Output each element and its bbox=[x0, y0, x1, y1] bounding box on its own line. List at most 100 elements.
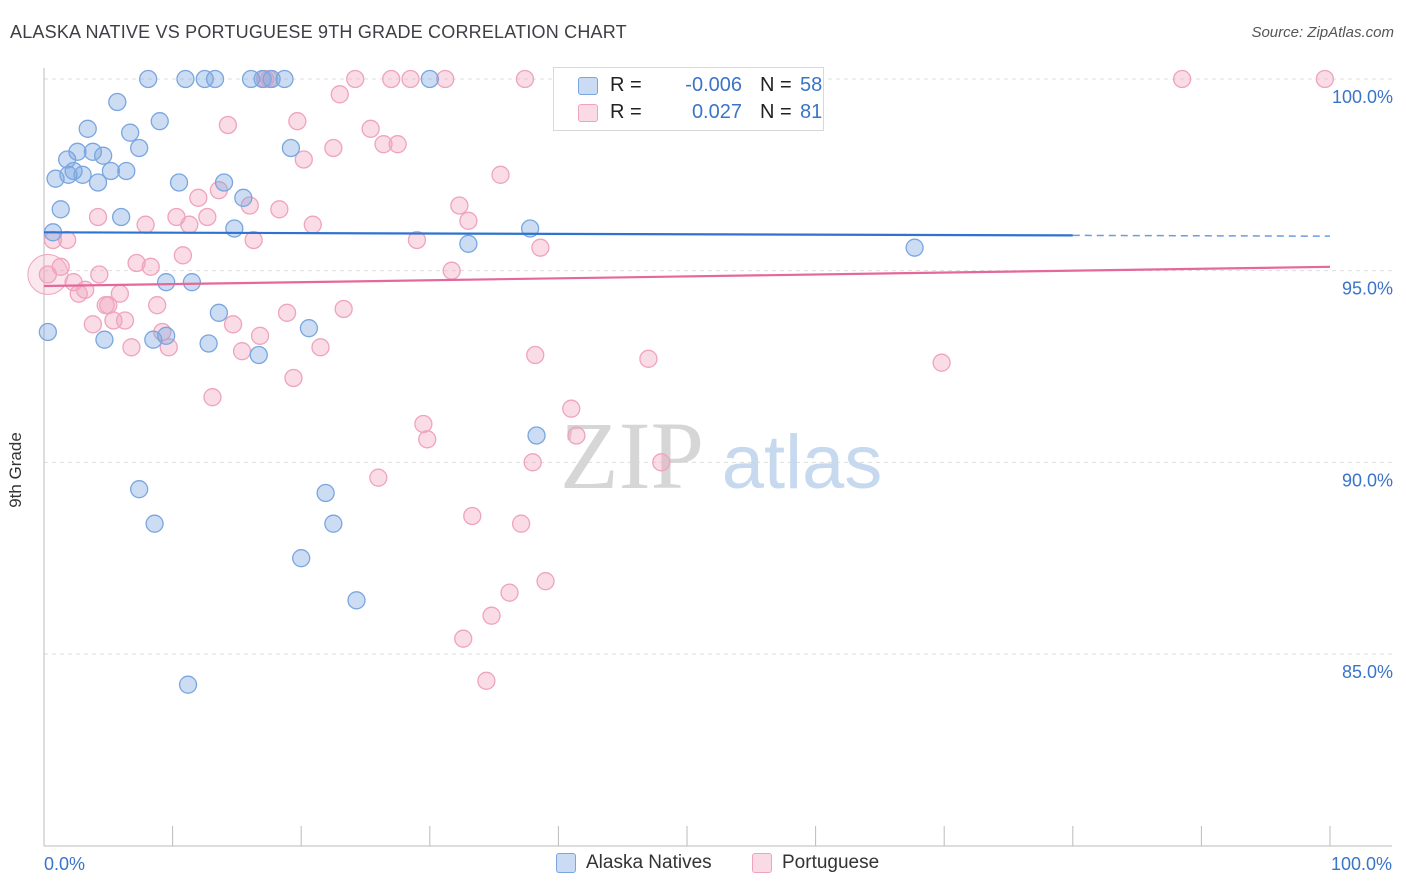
alaska-point bbox=[195, 69, 214, 89]
alaska-point bbox=[51, 200, 70, 219]
portuguese-point bbox=[232, 342, 252, 361]
r-value-portuguese: 0.027 bbox=[691, 101, 742, 123]
alaska-point bbox=[112, 207, 131, 227]
y-tick-label: 95.0% bbox=[1342, 279, 1393, 299]
portuguese-point bbox=[536, 572, 555, 591]
portuguese-point bbox=[407, 230, 427, 250]
portuguese-point bbox=[83, 315, 103, 334]
portuguese-point bbox=[51, 257, 70, 276]
alaska-point bbox=[316, 483, 335, 503]
portuguese-point bbox=[218, 115, 238, 135]
portuguese-point bbox=[454, 629, 473, 648]
portuguese-point bbox=[127, 253, 146, 273]
portuguese-point bbox=[652, 453, 671, 472]
portuguese-point bbox=[442, 261, 461, 280]
alaska-point bbox=[249, 345, 268, 365]
x-tick-label-max: 100.0% bbox=[1331, 854, 1392, 874]
portuguese-point bbox=[203, 388, 222, 407]
portuguese-point bbox=[148, 296, 167, 315]
n-value-portuguese: 81 bbox=[800, 101, 823, 123]
alaska-point bbox=[205, 69, 225, 89]
portuguese-point bbox=[288, 112, 307, 131]
portuguese-point bbox=[223, 315, 243, 334]
portuguese-trend-line bbox=[43, 265, 1331, 288]
portuguese-point bbox=[463, 506, 482, 526]
portuguese-point bbox=[369, 468, 388, 487]
alaska-point bbox=[234, 188, 253, 207]
alaska-point bbox=[38, 322, 58, 342]
portuguese-point bbox=[324, 138, 343, 158]
portuguese-point bbox=[76, 280, 95, 299]
alaska-point bbox=[292, 549, 311, 568]
y-tick-labels: 85.0% 90.0% 95.0% 100.0% bbox=[1332, 87, 1393, 682]
alaska-point bbox=[88, 173, 108, 192]
portuguese-legend-swatch bbox=[752, 853, 772, 873]
portuguese-point bbox=[523, 453, 542, 472]
portuguese-point bbox=[477, 671, 496, 690]
alaska-point bbox=[130, 138, 149, 158]
n-label: N = bbox=[760, 74, 792, 96]
alaska-point bbox=[225, 219, 244, 238]
alaska-point bbox=[73, 165, 92, 184]
portuguese-point bbox=[401, 69, 420, 89]
alaska-point bbox=[275, 69, 294, 89]
portuguese-point bbox=[459, 211, 478, 230]
alaska-swatch bbox=[578, 77, 598, 95]
portuguese-point bbox=[382, 69, 401, 89]
portuguese-point bbox=[932, 353, 951, 372]
portuguese-point bbox=[136, 215, 155, 234]
portuguese-point bbox=[311, 338, 330, 357]
alaska-point bbox=[78, 119, 97, 138]
portuguese-point bbox=[418, 430, 437, 449]
portuguese-point bbox=[361, 119, 380, 138]
grid-lines bbox=[44, 78, 1392, 655]
portuguese-point bbox=[99, 296, 118, 315]
alaska-point bbox=[420, 69, 439, 89]
portuguese-point bbox=[567, 426, 586, 445]
alaska-point bbox=[324, 514, 343, 533]
portuguese-point bbox=[531, 238, 550, 257]
portuguese-point bbox=[639, 349, 658, 368]
portuguese-point bbox=[294, 150, 313, 169]
alaska-trend-extension bbox=[1072, 234, 1331, 237]
r-label: R = bbox=[610, 101, 642, 123]
alaska-point bbox=[157, 273, 176, 292]
alaska-point bbox=[905, 238, 924, 257]
portuguese-point bbox=[173, 246, 193, 265]
portuguese-point bbox=[303, 215, 322, 234]
portuguese-point bbox=[1315, 69, 1335, 89]
portuguese-point bbox=[334, 299, 353, 319]
portuguese-point bbox=[115, 311, 135, 330]
portuguese-point bbox=[515, 69, 535, 89]
portuguese-point bbox=[526, 345, 545, 365]
alaska-point bbox=[169, 173, 189, 192]
portuguese-point bbox=[244, 230, 263, 250]
alaska-point bbox=[281, 138, 301, 158]
alaska-point bbox=[299, 319, 319, 338]
portuguese-point bbox=[388, 135, 407, 154]
portuguese-point bbox=[250, 326, 270, 345]
alaska-point bbox=[214, 173, 234, 192]
portuguese-point bbox=[414, 414, 433, 434]
trend-lines bbox=[43, 231, 1331, 288]
alaska-point bbox=[108, 92, 127, 112]
portuguese-point bbox=[284, 368, 303, 388]
portuguese-point bbox=[1172, 69, 1192, 89]
watermark-zip: ZIP bbox=[560, 402, 704, 509]
portuguese-point bbox=[270, 200, 289, 219]
portuguese-point bbox=[159, 338, 178, 357]
alaska-point bbox=[182, 273, 202, 292]
alaska-point bbox=[121, 123, 140, 142]
r-value-alaska: -0.006 bbox=[685, 74, 742, 96]
portuguese-swatch bbox=[578, 104, 598, 122]
stats-legend: R = -0.006 N = 58 R = 0.027 N = 81 bbox=[553, 67, 824, 131]
portuguese-point bbox=[122, 338, 141, 357]
y-axis-label: 9th Grade bbox=[6, 432, 25, 508]
alaska-point bbox=[209, 303, 229, 322]
portuguese-point bbox=[374, 135, 393, 154]
axes bbox=[43, 68, 1392, 847]
portuguese-point bbox=[90, 265, 109, 284]
source-label: Source: ZipAtlas.com bbox=[1251, 24, 1394, 41]
alaska-trend-line bbox=[43, 231, 1073, 237]
